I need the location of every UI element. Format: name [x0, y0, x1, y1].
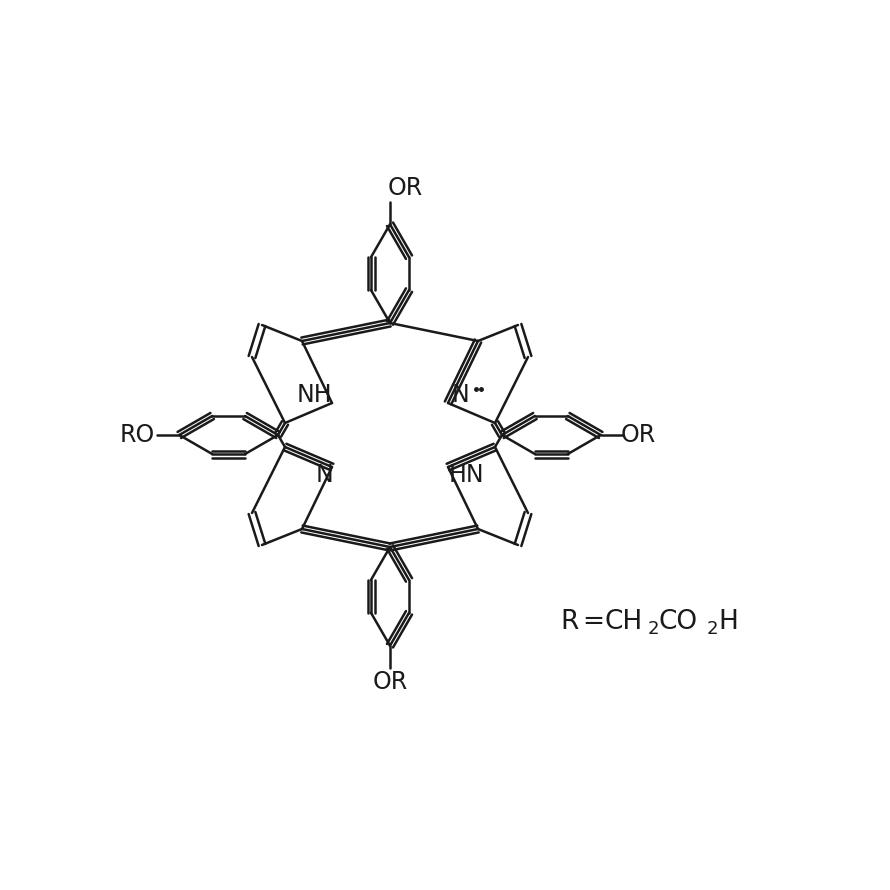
Text: RO: RO [119, 423, 155, 447]
Text: HN: HN [449, 463, 484, 487]
Text: OR: OR [621, 423, 656, 447]
Text: 2: 2 [707, 620, 718, 638]
Text: CH: CH [605, 609, 643, 635]
Text: NH: NH [296, 383, 332, 407]
Text: 2: 2 [648, 620, 659, 638]
Text: =: = [582, 609, 604, 635]
Text: R: R [560, 609, 579, 635]
Text: H: H [718, 609, 738, 635]
Text: N: N [451, 383, 469, 407]
Text: CO: CO [659, 609, 698, 635]
Text: OR: OR [372, 669, 408, 693]
Text: OR: OR [387, 176, 423, 200]
Text: N: N [315, 463, 333, 487]
